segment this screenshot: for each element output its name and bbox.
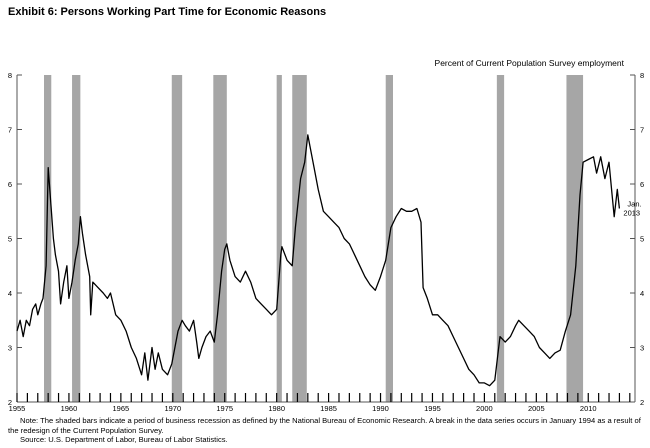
y-tick-label-left: 2 — [8, 398, 12, 407]
recession-bar — [213, 75, 227, 402]
y-tick-label-right: 6 — [640, 180, 644, 189]
x-tick-label: 1985 — [320, 404, 337, 413]
y-tick-label-right: 5 — [640, 235, 644, 244]
y-tick-label-left: 5 — [8, 235, 12, 244]
end-annotation-year: 2013 — [623, 209, 640, 218]
x-tick-label: 2010 — [580, 404, 597, 413]
recession-bar — [496, 75, 505, 402]
x-tick-label: 1960 — [61, 404, 78, 413]
y-tick-label-left: 6 — [8, 180, 12, 189]
y-tick-label-left: 8 — [8, 71, 12, 80]
x-tick-label: 2000 — [476, 404, 493, 413]
y-tick-label-right: 2 — [640, 398, 644, 407]
y-tick-label-right: 8 — [640, 71, 644, 80]
x-tick-label: 2005 — [528, 404, 545, 413]
recession-bar — [171, 75, 183, 402]
x-tick-label: 1980 — [268, 404, 285, 413]
y-tick-label-left: 7 — [8, 126, 12, 135]
y-tick-label-right: 4 — [640, 289, 644, 298]
chart-source: Source: U.S. Department of Labor, Bureau… — [20, 435, 228, 444]
x-tick-label: 1990 — [372, 404, 389, 413]
recession-bar — [276, 75, 282, 402]
chart-note: Note: The shaded bars indicate a period … — [8, 416, 641, 435]
y-axis-label: Percent of Current Population Survey emp… — [434, 58, 624, 68]
recession-bar — [44, 75, 52, 402]
recession-bar — [566, 75, 584, 402]
recession-bar — [292, 75, 307, 402]
x-tick-label: 1970 — [164, 404, 181, 413]
x-tick-label: 1955 — [9, 404, 26, 413]
recession-bar — [72, 75, 81, 402]
x-tick-label: 1965 — [113, 404, 130, 413]
y-tick-label-right: 3 — [640, 344, 644, 353]
y-tick-label-right: 7 — [640, 126, 644, 135]
end-annotation-month: Jan. — [627, 200, 641, 209]
x-tick-label: 1975 — [216, 404, 233, 413]
y-tick-label-left: 3 — [8, 344, 12, 353]
chart-title: Exhibit 6: Persons Working Part Time for… — [8, 6, 327, 18]
y-tick-label-left: 4 — [8, 289, 12, 298]
series-line — [16, 134, 621, 387]
x-tick-label: 1995 — [424, 404, 441, 413]
